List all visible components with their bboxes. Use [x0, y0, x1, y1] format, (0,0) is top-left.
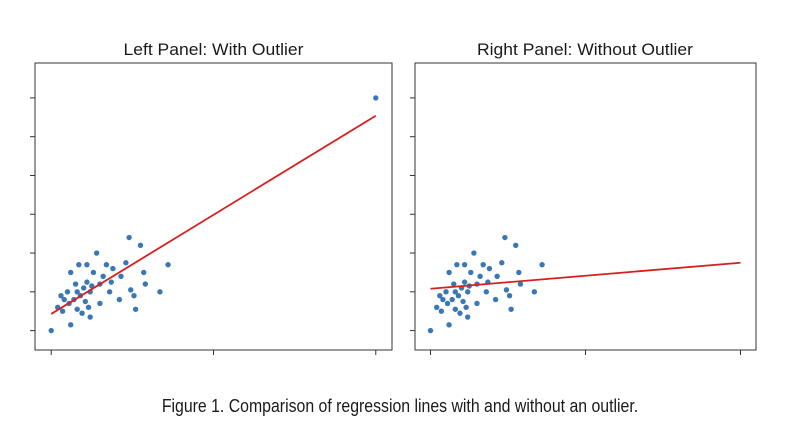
left-data-point [80, 285, 87, 291]
right-data-point [508, 306, 514, 312]
left-data-point [93, 250, 100, 256]
right-data-point [468, 269, 474, 276]
right-data-point [494, 273, 500, 280]
right-panel-title: Right Panel: Without Outlier [477, 40, 693, 59]
right-data-point [486, 265, 493, 272]
right-panel-regression [430, 261, 741, 290]
right-data-point [463, 304, 469, 311]
left-data-point [79, 310, 85, 316]
right-data-point [483, 289, 489, 295]
left-data-point [103, 261, 110, 268]
right-data-point [444, 300, 451, 307]
right-data-point [474, 300, 480, 307]
left-panel-regression [50, 114, 377, 315]
left-panel-title: Left Panel: With Outlier [124, 40, 304, 59]
left-data-point [74, 289, 80, 295]
left-data-point [373, 95, 379, 101]
left-data-point [68, 322, 74, 328]
right-data-point [438, 308, 445, 314]
right-data-point [449, 296, 455, 303]
left-data-point [76, 261, 82, 268]
right-data-point [455, 293, 462, 299]
right-data-point [460, 298, 466, 305]
right-data-point [539, 261, 545, 268]
left-data-point [85, 304, 92, 311]
right-data-point [451, 281, 457, 287]
right-data-point [517, 281, 524, 287]
right-data-point [452, 306, 458, 312]
right-data-point [434, 304, 440, 311]
right-data-point [465, 289, 471, 295]
left-data-point [84, 279, 90, 285]
left-data-point [106, 289, 113, 295]
left-data-point [74, 306, 80, 312]
right-data-point [461, 261, 468, 268]
left-data-point [137, 242, 144, 248]
right-data-point [516, 269, 522, 276]
left-data-point [64, 289, 71, 295]
right-data-point [427, 327, 434, 334]
right-data-point [503, 287, 510, 293]
left-panel-ticks [30, 97, 377, 355]
right-data-point [457, 310, 463, 316]
left-data-point [48, 327, 54, 334]
right-data-point [465, 314, 471, 320]
left-data-point [100, 273, 106, 280]
right-data-point [461, 279, 468, 285]
right-data-point [477, 273, 483, 280]
right-data-point [446, 322, 452, 328]
left-data-point [118, 273, 124, 280]
right-data-point [443, 289, 449, 295]
left-panel: Left Panel: With Outlier [30, 40, 393, 355]
left-data-point [123, 260, 129, 266]
left-data-point [142, 281, 149, 287]
left-data-point [157, 289, 163, 295]
right-data-point [471, 250, 477, 256]
right-data-point [437, 293, 443, 299]
left-data-point [132, 306, 139, 312]
left-data-point [141, 269, 147, 276]
left-data-point [90, 269, 97, 276]
left-data-point [108, 279, 114, 285]
left-regression-line [50, 114, 377, 315]
right-data-point [440, 296, 446, 303]
right-panel-ticks [410, 97, 741, 355]
right-data-point [446, 269, 452, 276]
right-data-point [513, 242, 519, 248]
right-data-point [480, 261, 486, 268]
right-data-point [499, 260, 505, 266]
left-data-point [97, 300, 103, 307]
left-data-point [61, 296, 67, 303]
left-data-point [116, 296, 123, 303]
left-data-point [128, 287, 134, 293]
right-data-point [454, 261, 460, 268]
right-data-point [452, 289, 458, 295]
left-data-point [126, 234, 132, 241]
left-data-point [59, 308, 66, 314]
left-data-point [87, 314, 93, 320]
right-panel: Right Panel: Without Outlier [410, 40, 757, 355]
left-data-point [131, 293, 137, 299]
left-data-point [72, 281, 79, 287]
left-data-point [68, 269, 74, 276]
right-data-point [492, 296, 499, 303]
left-data-point [110, 265, 116, 272]
right-data-point [506, 293, 513, 299]
left-data-point [58, 293, 64, 299]
right-data-point [502, 234, 508, 241]
left-data-point [165, 261, 171, 268]
right-regression-line [430, 261, 741, 290]
figure-caption: Figure 1. Comparison of regression lines… [161, 396, 639, 416]
right-data-point [531, 289, 538, 295]
left-data-point [84, 261, 90, 268]
left-data-point [82, 298, 89, 305]
